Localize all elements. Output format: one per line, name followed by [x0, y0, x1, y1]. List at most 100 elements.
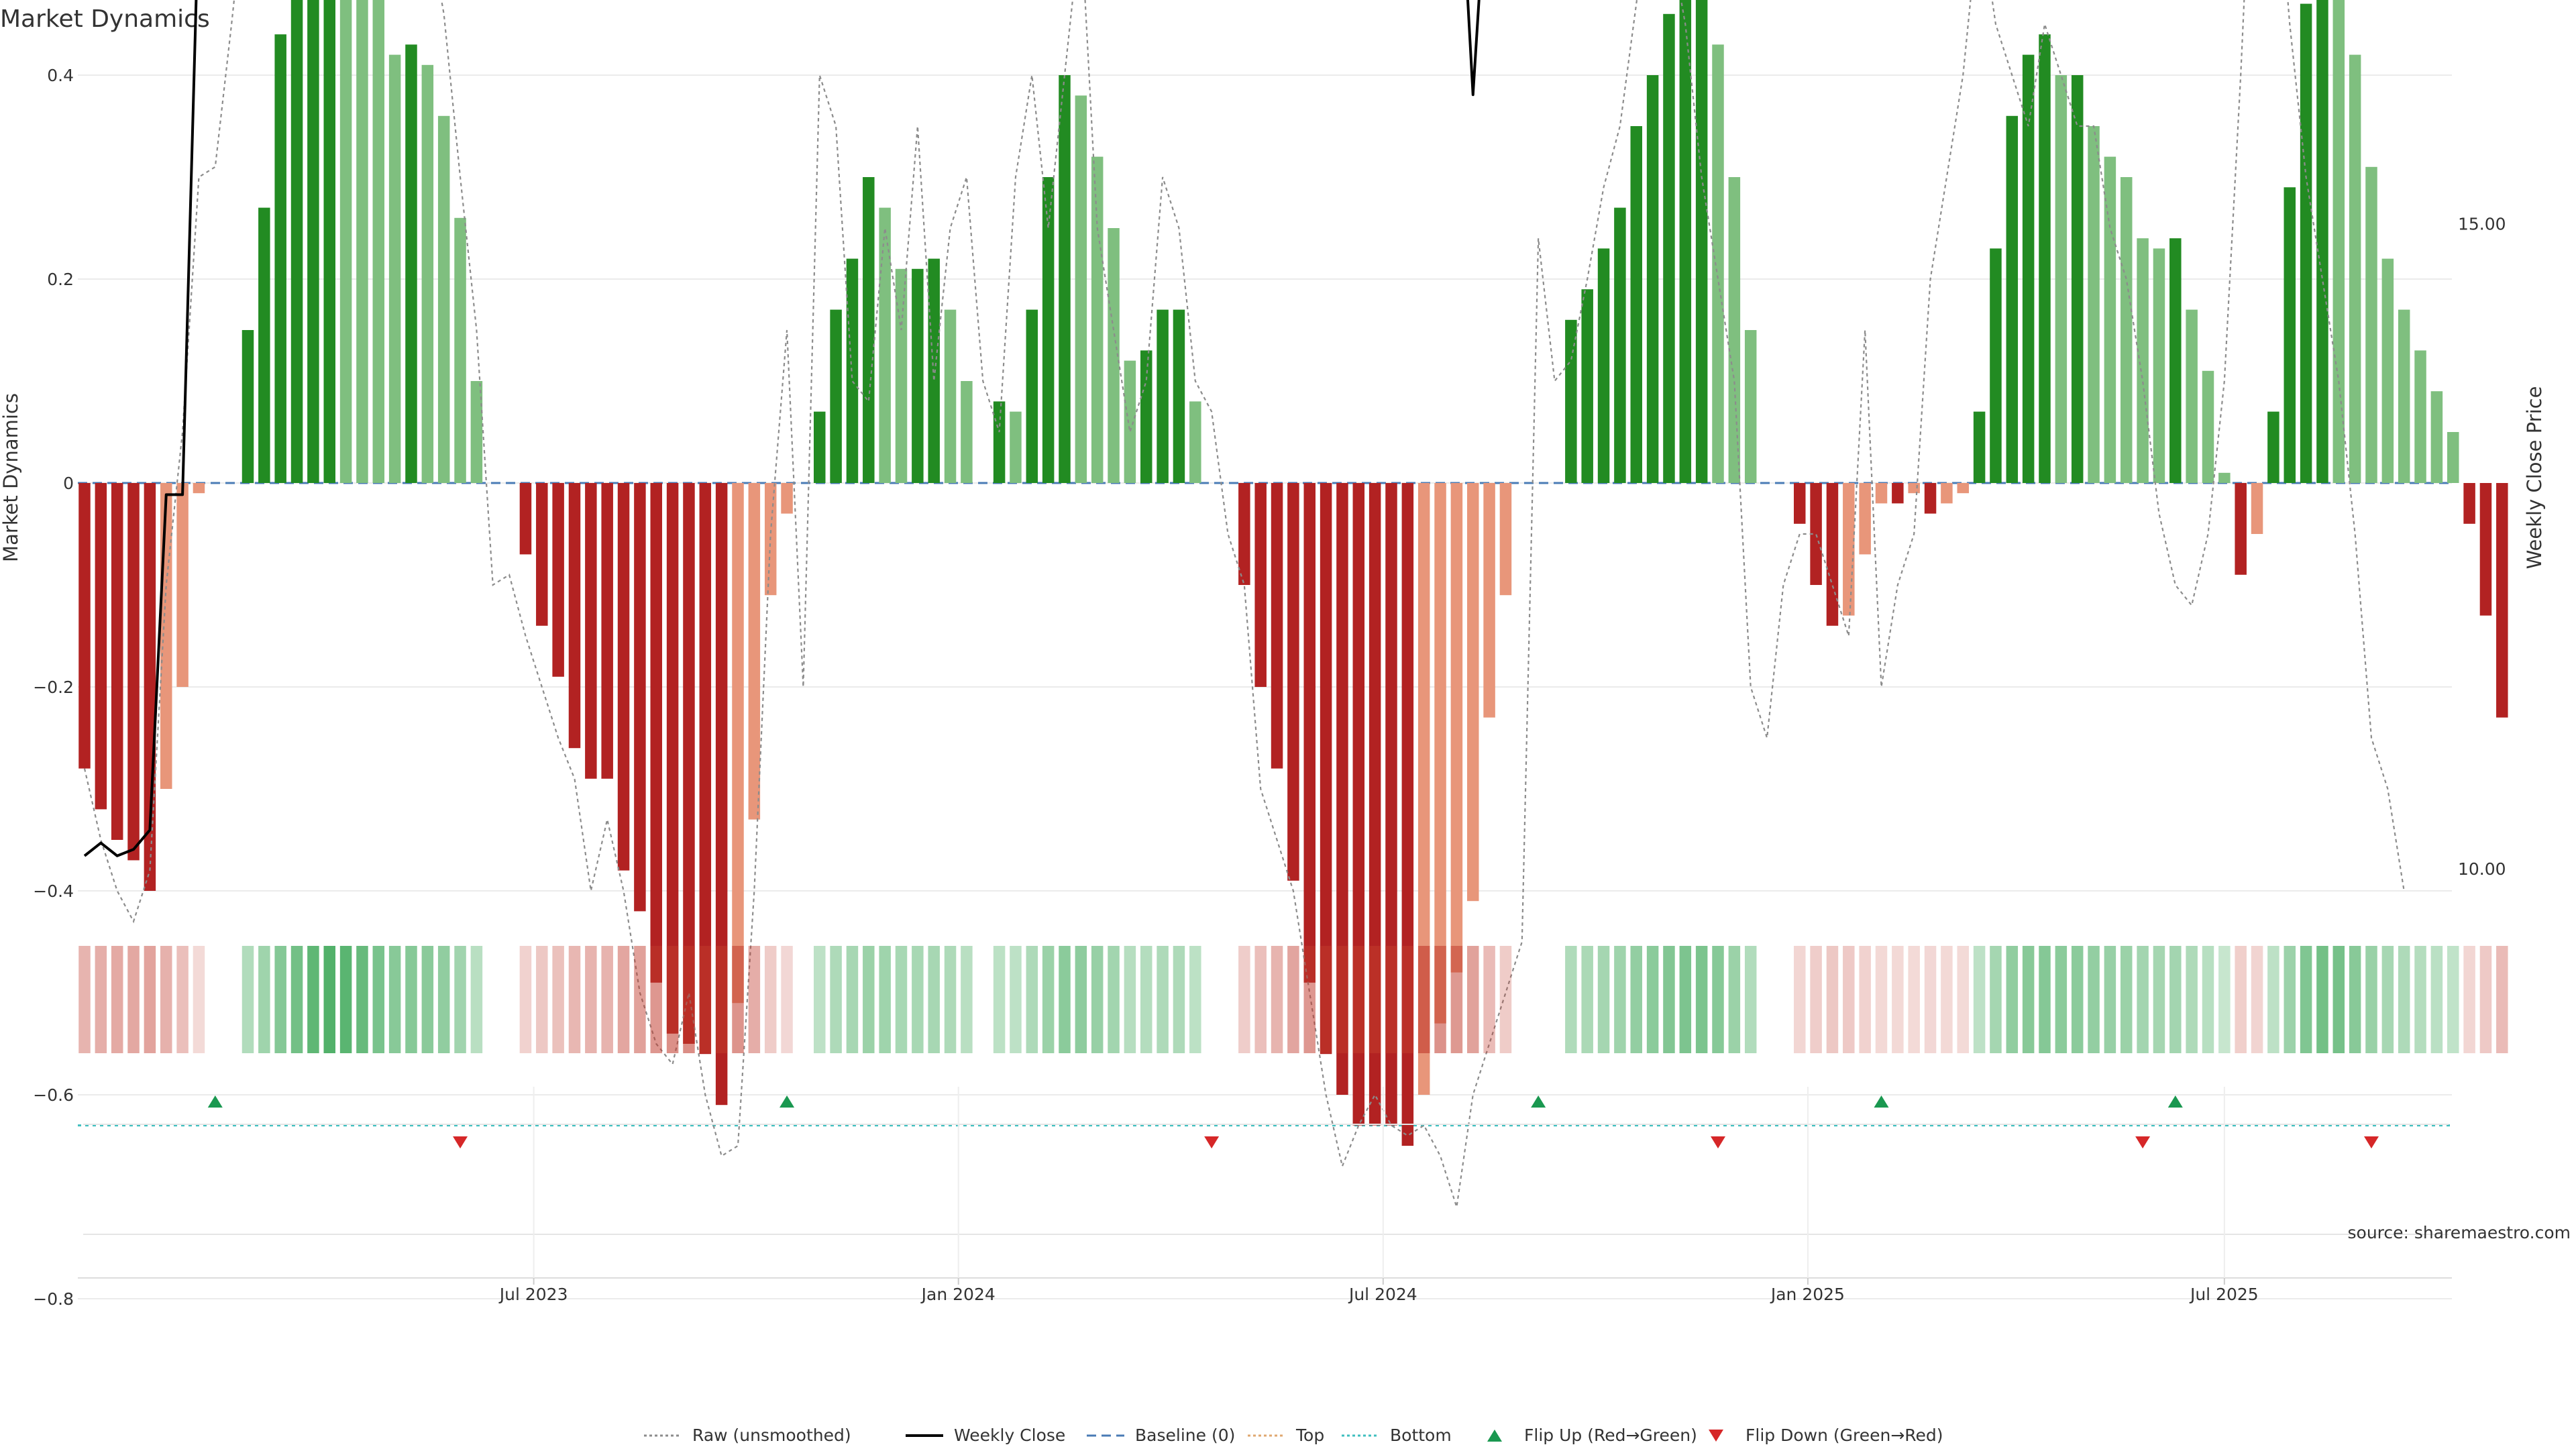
strip-cell [2235, 946, 2247, 1053]
strip-cell [1271, 946, 1283, 1053]
strip-cell [307, 946, 319, 1053]
dynamics-bar [1843, 483, 1855, 616]
strip-cell [2414, 946, 2426, 1053]
dynamics-bar [1124, 360, 1136, 483]
strip-cell [1303, 946, 1316, 1053]
strip-cell [1417, 946, 1430, 1053]
dynamics-bar [421, 64, 434, 484]
dynamics-bar [111, 483, 123, 840]
strip-cell [1434, 946, 1446, 1053]
y-axis-ticks: 0.80.60.40.20−0.2−0.4−0.6−0.8 [33, 66, 74, 1309]
dynamics-bar [1059, 75, 1071, 483]
dynamics-bar [1712, 44, 1724, 483]
flip-up-marker [2167, 1095, 2183, 1108]
strip-cell [993, 946, 1006, 1053]
dynamics-bar [781, 483, 793, 514]
strip-cell [1614, 946, 1626, 1053]
strip-cell [1075, 946, 1087, 1053]
dynamics-bar [912, 268, 924, 483]
strip-cell [421, 946, 434, 1053]
strip-cell [160, 946, 172, 1053]
strip-cell [454, 946, 466, 1053]
dynamics-bar [1875, 483, 1888, 504]
x-tick-label: Jul 2025 [2189, 1285, 2259, 1304]
y2-tick-label: 15.00 [2458, 215, 2506, 234]
dynamics-bar [274, 34, 286, 483]
strip-cell [1941, 946, 1953, 1053]
strip-cell [814, 946, 826, 1053]
strip-cell [1238, 946, 1250, 1053]
dynamics-bar [258, 207, 270, 483]
dynamics-bar [536, 483, 548, 626]
y-tick-label: 0.2 [47, 270, 74, 289]
legend-label: Baseline (0) [1135, 1426, 1235, 1445]
dynamics-bar [519, 483, 532, 555]
strip-cell [95, 946, 107, 1053]
dynamics-bar [1450, 483, 1463, 973]
dynamics-bar [830, 309, 842, 483]
strip-cell [176, 946, 189, 1053]
legend-swatch [1709, 1430, 1723, 1442]
dynamics-bar [2284, 187, 2296, 483]
strip-cell [846, 946, 859, 1053]
strip-cell [781, 946, 793, 1053]
strip-cell [405, 946, 417, 1053]
dynamics-bar [1483, 483, 1495, 718]
dynamics-bar [1108, 228, 1120, 483]
dynamics-bar [95, 483, 107, 810]
dynamics-bar [1303, 483, 1316, 983]
raw-line [83, 0, 2405, 1208]
y-tick-label: −0.8 [33, 1289, 74, 1309]
dynamics-bar [372, 0, 385, 484]
x-tick-label: Jul 2024 [1348, 1285, 1417, 1304]
strip-cell [1450, 946, 1463, 1053]
strip-cell [1026, 946, 1038, 1053]
dynamics-bar [2055, 75, 2068, 483]
dynamics-bar [1957, 483, 1969, 494]
strip-cell [1401, 946, 1414, 1053]
strip-cell [1189, 946, 1201, 1053]
strip-cell [1712, 946, 1724, 1053]
dynamics-bar [1744, 330, 1757, 483]
strip-cell [1336, 946, 1348, 1053]
dynamics-bar [1794, 483, 1806, 524]
dynamics-bar [2447, 432, 2459, 483]
strip-cell [2479, 946, 2492, 1053]
strip-cell [356, 946, 368, 1053]
dynamics-bar [961, 381, 973, 483]
dynamics-bars [78, 0, 2508, 1146]
y-tick-label: 0.4 [47, 66, 74, 85]
strip-cell [2430, 946, 2443, 1053]
dynamics-bar [454, 217, 466, 483]
strip-cell [1794, 946, 1806, 1053]
dynamics-bar [2365, 166, 2377, 484]
strip-cell [1140, 946, 1152, 1053]
flip-down-marker [2135, 1136, 2151, 1148]
dynamics-bar [1157, 309, 1169, 483]
dynamics-bar [1973, 411, 1986, 483]
strip-cell [1352, 946, 1365, 1053]
strip-cell [1728, 946, 1741, 1053]
dynamics-bar [1434, 483, 1446, 1024]
strip-cell [2365, 946, 2377, 1053]
y-tick-label: 0 [63, 474, 74, 493]
dynamics-bar [388, 54, 401, 484]
strip-cell [388, 946, 401, 1053]
strip-cell [1042, 946, 1055, 1053]
legend-label: Flip Down (Green→Red) [1746, 1426, 1943, 1445]
strip-cell [1859, 946, 1871, 1053]
strip-cell [617, 946, 630, 1053]
strip-cell [258, 946, 270, 1053]
dynamics-bar [2022, 54, 2035, 484]
y-tick-label: −0.4 [33, 881, 74, 901]
dynamics-bar [2137, 238, 2149, 483]
strip-cell [879, 946, 891, 1053]
dynamics-bar [748, 483, 761, 820]
dynamics-bar [241, 330, 254, 483]
flip-up-marker [1874, 1095, 1889, 1108]
strip-cell [470, 946, 483, 1053]
strip-cell [2381, 946, 2394, 1053]
strip-cell [764, 946, 777, 1053]
strip-cell [2218, 946, 2231, 1053]
